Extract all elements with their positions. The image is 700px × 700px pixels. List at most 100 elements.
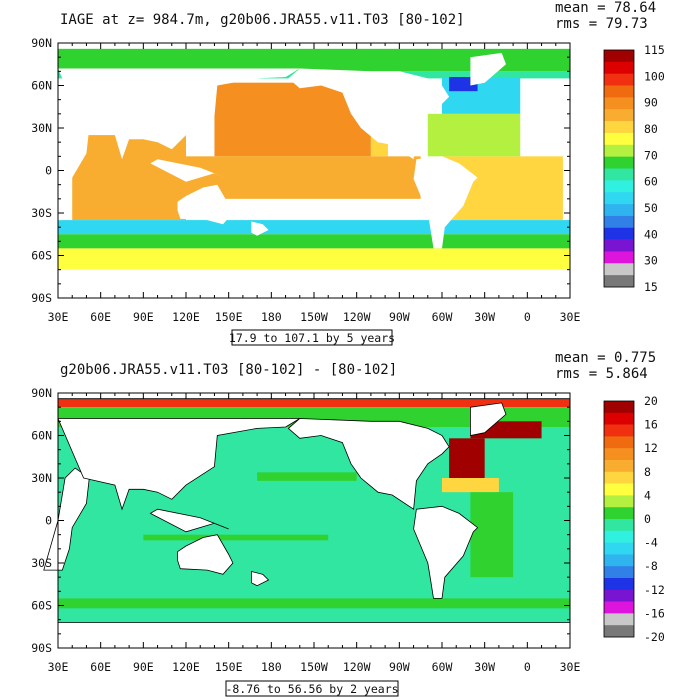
colorbar-label: 70 — [644, 148, 658, 162]
x-tick-label: 120W — [343, 660, 371, 674]
land-south-america — [413, 156, 478, 249]
southern-band-1 — [58, 220, 570, 235]
colorbar-swatch — [604, 507, 634, 520]
colorbar-swatch — [604, 401, 634, 414]
colorbar-label: 4 — [644, 488, 651, 502]
colorbar-label: 30 — [644, 254, 658, 268]
panel-title: IAGE at z= 984.7m, g20b06.JRA55.v11.T03 … — [60, 12, 465, 28]
colorbar-swatch — [604, 412, 634, 425]
colorbar-swatch — [604, 156, 634, 169]
labrador-field — [449, 438, 485, 478]
colorbar-swatch — [604, 471, 634, 484]
colorbar-label: 20 — [644, 394, 658, 408]
x-tick-label: 150E — [215, 660, 243, 674]
x-tick-label: 30E — [48, 310, 69, 324]
stat-rms: rms = 5.864 — [555, 366, 648, 382]
land-antarctica — [58, 272, 570, 298]
colorbar-label: 90 — [644, 96, 658, 110]
colorbar-label: -20 — [644, 630, 665, 644]
colorbar-label: -8 — [644, 559, 658, 573]
land-north-america — [288, 68, 450, 160]
colorbar-label: -12 — [644, 583, 665, 597]
colorbar-swatch — [604, 542, 634, 555]
land-africa — [43, 467, 90, 571]
colorbar-swatch — [604, 424, 634, 437]
colorbar-swatch — [604, 566, 634, 579]
colorbar-swatch — [604, 192, 634, 205]
map-axes: 30E 60E 90E 120E 150E 180 150W 120W 90W 60W 30W 0 30… — [31, 386, 580, 674]
ocean-map — [43, 392, 571, 649]
y-tick-label: 90N — [31, 386, 52, 400]
x-tick-label: 0 — [524, 660, 531, 674]
land-africa — [43, 118, 90, 221]
y-tick-label: 60S — [31, 599, 52, 613]
north-atlantic-subtropical — [427, 113, 521, 157]
colorbar-swatch — [604, 263, 634, 276]
x-tick-label: 30E — [560, 660, 581, 674]
x-tick-label: 60W — [432, 310, 453, 324]
colorbar-swatch — [604, 97, 634, 110]
range-note-box — [225, 680, 399, 697]
panel-difference: g20b06.JRA55.v11.T03 [80-102] - [80-102]… — [31, 350, 665, 697]
x-tick-label: 90E — [133, 660, 154, 674]
range-note: 17.9 to 107.1 by 5 years — [229, 331, 395, 345]
colorbar-label: 8 — [644, 465, 651, 479]
colorbar-swatch — [604, 436, 634, 449]
y-tick-label: 0 — [45, 164, 52, 178]
land-greenland — [470, 52, 506, 86]
land-maritime-continent — [149, 508, 229, 533]
colorbar-swatch — [604, 144, 634, 157]
arctic-coast-band — [58, 398, 570, 408]
colorbar: 115 100 90 80 70 60 50 40 30 15 — [603, 43, 665, 294]
colorbar-swatch — [604, 239, 634, 252]
colorbar-swatch — [604, 168, 634, 181]
x-tick-label: 120E — [172, 660, 200, 674]
colorbar-swatch — [604, 578, 634, 591]
x-tick-label: 120E — [172, 310, 200, 324]
panel-age: IAGE at z= 984.7m, g20b06.JRA55.v11.T03 … — [31, 0, 665, 346]
y-tick-label: 60S — [31, 249, 52, 263]
stat-mean: mean = 0.775 — [555, 350, 656, 366]
indian-ocean-field — [72, 135, 186, 221]
colorbar-swatch — [604, 530, 634, 543]
y-tick-label: 30N — [31, 121, 52, 135]
colorbar-frame — [603, 49, 635, 288]
colorbar-swatch — [604, 132, 634, 146]
colorbar-label: 115 — [644, 43, 665, 57]
atlantic-front — [442, 478, 499, 493]
pacific-patch — [143, 534, 329, 541]
land-south-america — [413, 505, 479, 599]
x-tick-label: 30E — [48, 660, 69, 674]
x-tick-label: 180 — [261, 310, 282, 324]
x-tick-label: 90E — [133, 310, 154, 324]
x-tick-label: 60E — [90, 660, 111, 674]
x-tick-label: 180 — [261, 660, 282, 674]
map-axes: 30E 60E 90E 120E 150E 180 150W 120W 90W 60W 30W 0 30… — [31, 36, 580, 324]
x-tick-label: 150W — [300, 310, 328, 324]
colorbar-swatch — [604, 495, 634, 508]
pacific-patch — [257, 472, 357, 481]
southern-band-2 — [58, 234, 570, 249]
southern-band — [58, 598, 570, 609]
land-new-zealand — [250, 570, 270, 587]
colorbar-swatch — [604, 448, 634, 461]
arctic-band — [58, 48, 570, 72]
y-tick-label: 0 — [45, 514, 52, 528]
colorbar-swatch — [604, 554, 634, 567]
land-eurasia — [58, 68, 300, 160]
colorbar-swatch — [604, 275, 634, 288]
land-maritime-continent — [150, 159, 229, 182]
colorbar-label: -16 — [644, 606, 665, 620]
southern-band-3 — [58, 248, 570, 270]
x-tick-label: 30W — [474, 310, 495, 324]
colorbar-frame — [603, 400, 635, 638]
land-eurasia — [57, 418, 302, 511]
x-tick-label: 0 — [524, 310, 531, 324]
x-tick-label: 90W — [389, 660, 410, 674]
x-tick-label: 30W — [474, 660, 495, 674]
colorbar-label: 80 — [644, 122, 658, 136]
colorbar-label: 16 — [644, 418, 658, 432]
colorbar-label: -4 — [644, 536, 658, 550]
y-tick-label: 30S — [31, 206, 52, 220]
